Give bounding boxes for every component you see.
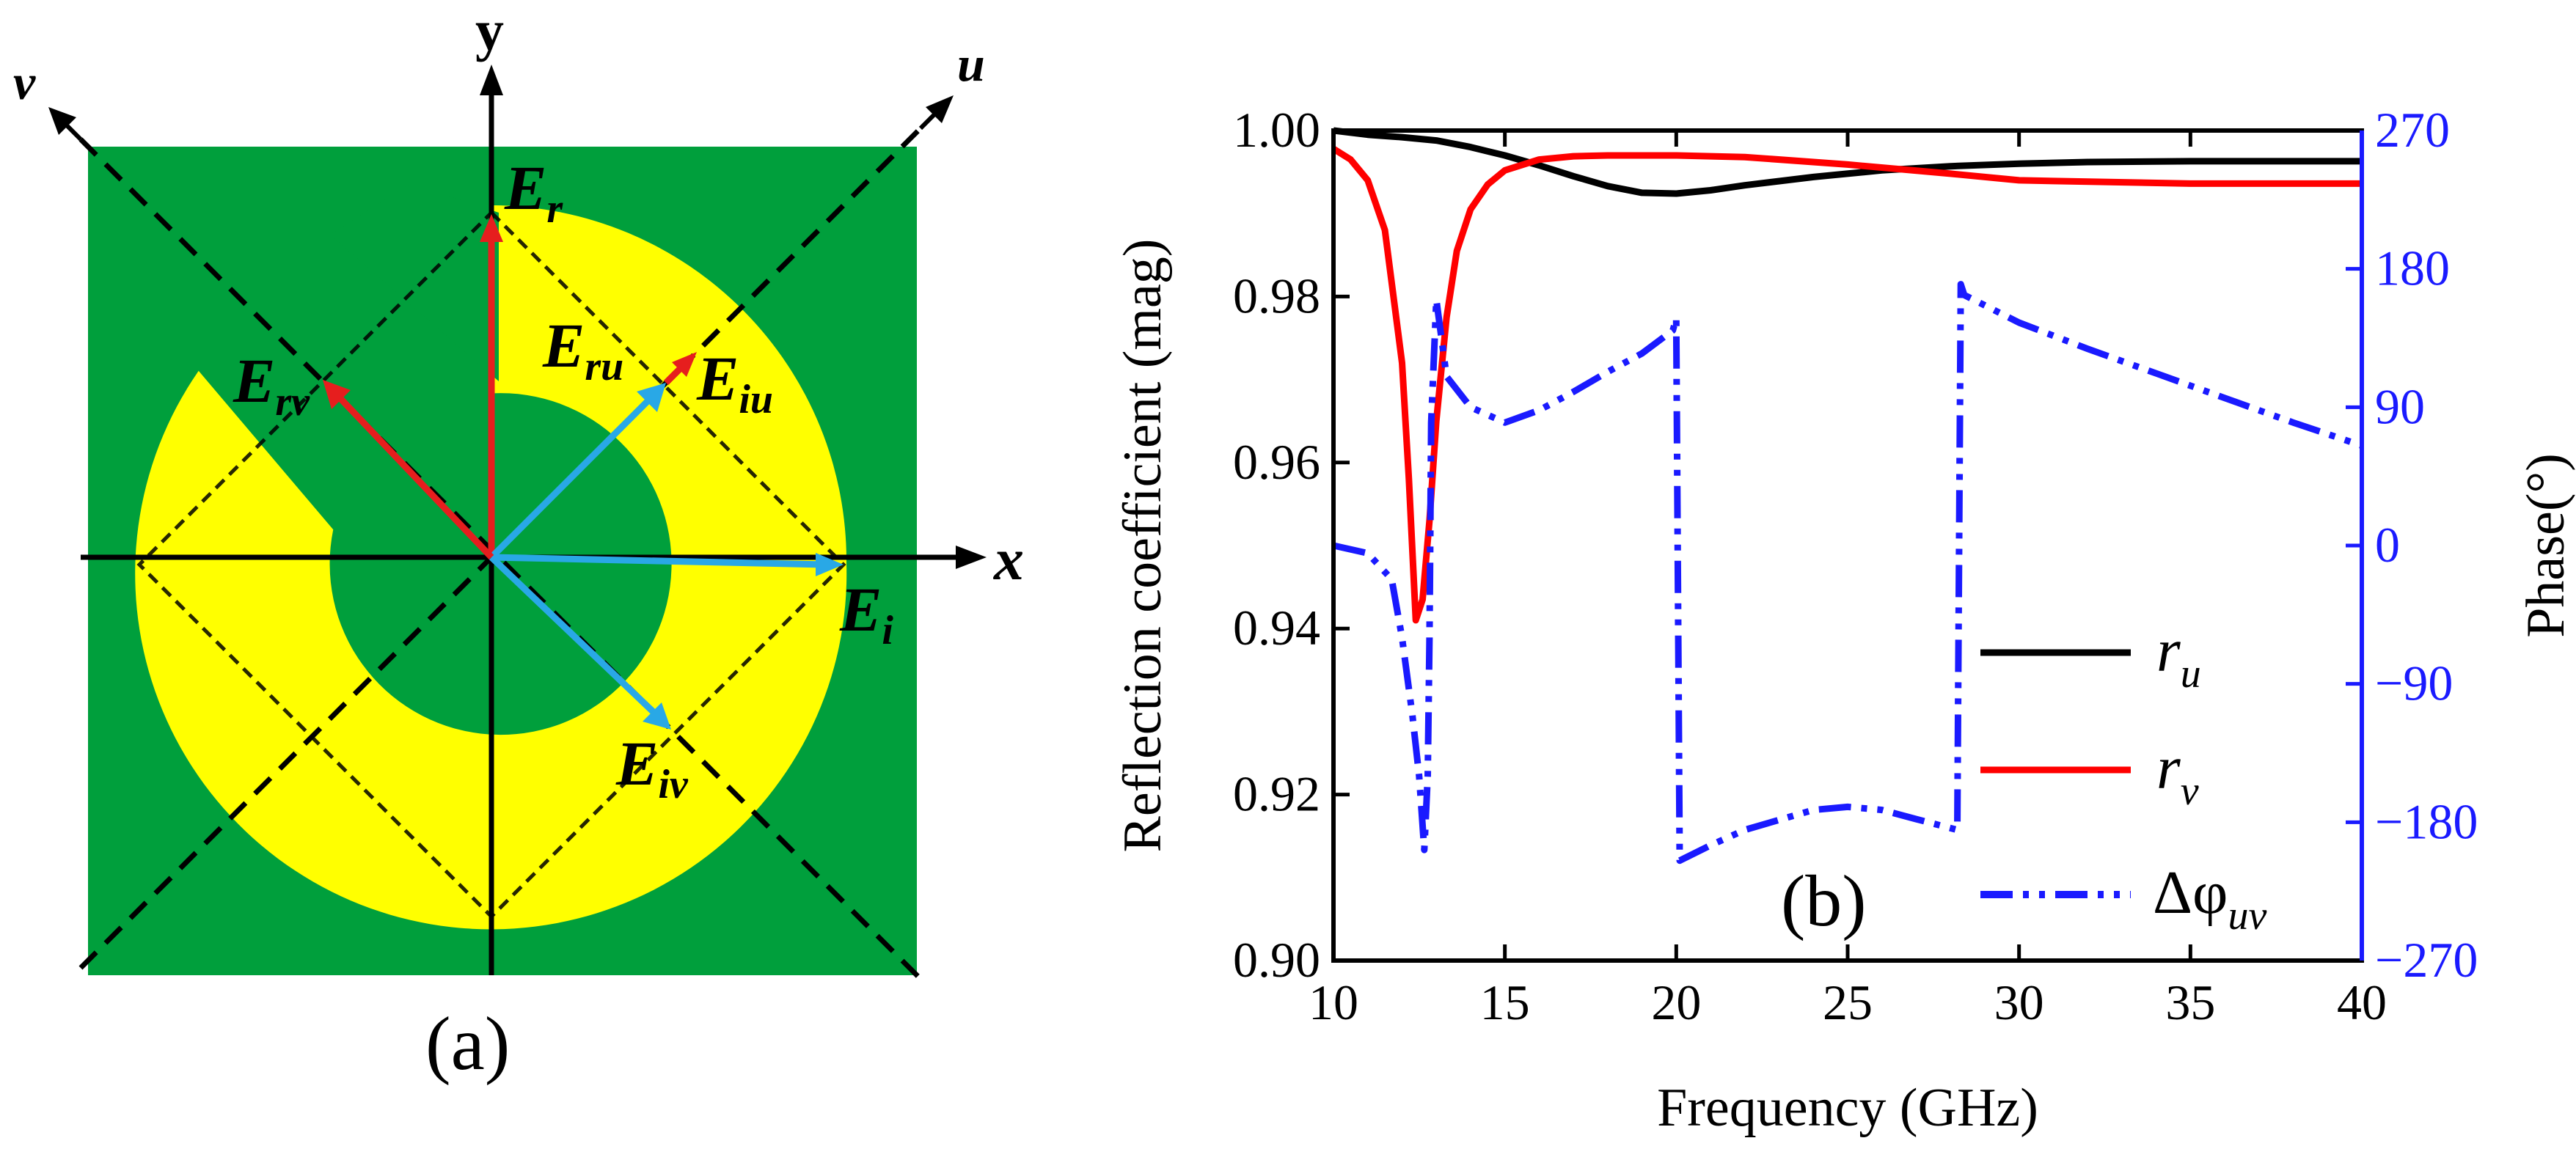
label-e-iu: Eiu <box>696 343 773 422</box>
label-e-ru: Eru <box>542 310 623 389</box>
x-tick-label: 40 <box>2337 974 2387 1030</box>
y2-tick-label: 0 <box>2375 517 2400 573</box>
axis-label-y: y <box>475 0 504 62</box>
y2-tick-label: −270 <box>2375 932 2478 988</box>
legend-label-ru: ru <box>2156 617 2201 697</box>
split-ring-resonator <box>135 205 847 930</box>
label-e-rv: Erv <box>233 345 310 425</box>
plot-series <box>1331 127 2363 865</box>
x-tick-label: 35 <box>2165 974 2215 1030</box>
vector-eru-arrowhead <box>672 352 697 377</box>
y2-tick-label: 180 <box>2375 241 2450 296</box>
x-tick-label: 10 <box>1309 974 1358 1030</box>
series-line-r_u <box>1333 127 2362 197</box>
v-axis-line <box>78 137 923 981</box>
y2-axis-title: Phase(°) <box>2516 453 2576 638</box>
x-tick-label: 20 <box>1651 974 1701 1030</box>
axis-label-v: v <box>13 54 36 110</box>
legend: ru rv Δφuv <box>1980 617 2267 939</box>
y-tick-label: 0.98 <box>1233 268 1320 323</box>
vector-eiv-arrowhead <box>643 702 671 730</box>
label-e-iv: Eiv <box>615 728 689 807</box>
y-axis-arrowhead <box>480 65 503 95</box>
vector-eiv-line <box>489 554 659 718</box>
u-axis-line <box>78 126 923 970</box>
legend-label-rv: rv <box>2156 734 2199 814</box>
u-axis-arrowhead <box>926 95 954 123</box>
x-axis-arrowhead <box>956 546 987 569</box>
series-line-_uv <box>1333 281 2363 865</box>
vector-erv-line <box>333 391 494 560</box>
y-tick-label: 0.96 <box>1233 434 1320 490</box>
y-tick-label: 1.00 <box>1233 102 1320 158</box>
y-tick-label: 0.90 <box>1233 932 1320 988</box>
x-axis-title: Frequency (GHz) <box>1657 1078 2038 1138</box>
y2-tick-label: 270 <box>2375 102 2450 158</box>
vector-er-arrowhead <box>480 214 503 242</box>
y2-tick-label: −90 <box>2375 656 2453 711</box>
caption-b: (b) <box>1781 860 1867 941</box>
series-line-r_v <box>1331 146 2362 624</box>
x-tick-label: 25 <box>1823 974 1873 1030</box>
panel-b: 10 15 20 25 30 35 40 0.90 0.92 0.94 0.96 0.98 1.00 −2… <box>1113 102 2576 1138</box>
label-e-i: Ei <box>839 574 893 653</box>
vector-ei-arrowhead <box>816 553 844 576</box>
plot-frame <box>1331 128 2364 963</box>
axis-label-u: u <box>957 36 985 92</box>
y-tick-label: 0.94 <box>1233 600 1320 656</box>
y2-tick-label: 90 <box>2375 378 2425 434</box>
v-axis-arrowhead <box>48 107 76 135</box>
vector-erv-arrowhead <box>323 380 351 409</box>
label-e-r: Er <box>504 153 563 232</box>
vector-eiu-arrowhead <box>637 383 666 412</box>
legend-label-dphi: Δφuv <box>2153 859 2267 939</box>
x-tick-label: 15 <box>1480 974 1530 1030</box>
ring-slot-notch <box>330 183 499 381</box>
y-axis-title: Reflection coefficient (mag) <box>1113 239 1173 853</box>
vector-eiu-line <box>489 393 656 560</box>
x-tick-label: 30 <box>1994 974 2044 1030</box>
axis-label-x: x <box>993 526 1024 592</box>
panel-a: y x u v Ei Er Eiu Eru Eiv Erv (a) <box>13 0 1024 1086</box>
tick-labels: 10 15 20 25 30 35 40 0.90 0.92 0.94 0.96 0.98 1.00 −2… <box>1233 102 2478 1030</box>
caption-a: (a) <box>425 1002 510 1086</box>
y2-tick-label: −180 <box>2375 793 2478 849</box>
y-tick-label: 0.92 <box>1233 766 1320 822</box>
plot-ticks <box>1331 128 2364 963</box>
vector-ei-line <box>491 554 826 568</box>
